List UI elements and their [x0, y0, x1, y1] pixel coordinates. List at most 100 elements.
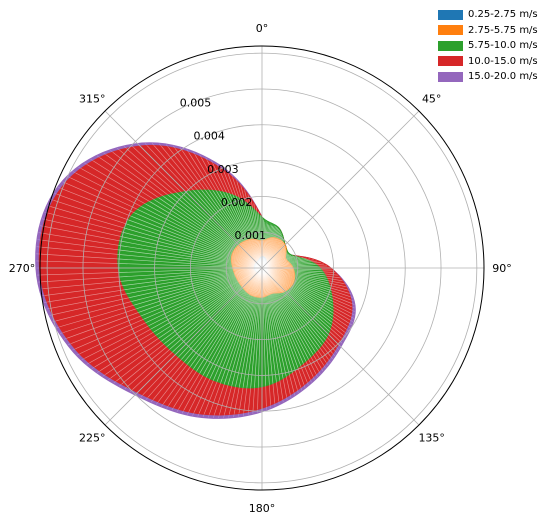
legend-swatch [438, 25, 463, 36]
series-ray [261, 223, 271, 269]
series-ray [214, 267, 263, 415]
series-ray [231, 260, 263, 269]
series-ray [232, 254, 263, 269]
series-ray [261, 267, 348, 335]
series-ray [261, 221, 269, 269]
series-ray [38, 232, 263, 269]
series-ray [261, 267, 274, 383]
series-ray [253, 239, 263, 269]
series-ray [261, 267, 284, 403]
series-ray [261, 255, 293, 269]
grid-spoke [104, 267, 263, 426]
series-ray [261, 249, 287, 269]
series-ray [261, 267, 270, 294]
series-ray [261, 251, 287, 269]
series-ray [163, 196, 263, 269]
series-ray [156, 267, 263, 336]
series-ray [207, 160, 263, 269]
series-ray [261, 252, 288, 269]
series-ray [120, 240, 263, 269]
series-ray [261, 267, 279, 293]
series-ray [232, 177, 263, 269]
series-ray [261, 220, 266, 269]
series-ray [171, 267, 263, 411]
series-ray [261, 267, 287, 376]
series-ray [45, 267, 263, 296]
series-ray [261, 267, 323, 273]
series-ray [234, 249, 263, 269]
series-ray [235, 179, 263, 269]
series-ray [187, 267, 263, 415]
series-ray [261, 248, 286, 269]
series-ray [261, 267, 294, 281]
series-ray [261, 225, 271, 269]
series-ray [261, 259, 306, 269]
radial-tick-label: 0.004 [193, 130, 225, 143]
series-ray [261, 267, 331, 329]
series-ray [248, 267, 263, 294]
series-ray [261, 232, 282, 269]
legend-label: 2.75-5.75 m/s [468, 24, 538, 36]
series-ray [261, 263, 325, 269]
series-ray [231, 259, 263, 269]
series-ray [257, 240, 263, 269]
series-ray [145, 267, 263, 400]
series-ray [261, 241, 284, 269]
series-ray [261, 267, 298, 390]
series-ray [261, 267, 290, 288]
series-ray [261, 267, 287, 397]
series-ray [261, 262, 321, 269]
series-ray [181, 192, 263, 269]
series-ray [197, 190, 263, 269]
series-ray [188, 152, 263, 269]
series-ray [261, 249, 287, 269]
series-ray [96, 155, 263, 269]
series-ray [127, 267, 263, 387]
series-ray [118, 249, 263, 269]
legend-label: 15.0-20.0 m/s [468, 71, 538, 83]
series-ray [75, 267, 263, 349]
series-ray [252, 267, 263, 296]
series-ray [232, 264, 263, 269]
series-ray [120, 267, 263, 278]
series-ray [261, 267, 333, 302]
series-ray [205, 190, 263, 269]
series-ray [219, 191, 263, 269]
series-ray [261, 267, 337, 348]
series-ray [244, 188, 263, 269]
series-ray [261, 267, 341, 279]
series-ray [261, 267, 284, 378]
series-ray [261, 267, 345, 333]
series-ray [261, 234, 283, 269]
series-ray [168, 267, 263, 406]
series-ray [244, 202, 263, 269]
series-ray [258, 267, 263, 297]
series-ray [261, 267, 292, 286]
series-ray [261, 267, 350, 297]
series-ray [261, 225, 276, 269]
series-ray [261, 260, 287, 269]
series-ray [78, 166, 263, 269]
series-ray [223, 267, 263, 418]
series-ray [261, 267, 283, 399]
series-ray [144, 143, 263, 269]
series-ray [261, 267, 332, 323]
series-ray [255, 265, 263, 269]
series-ray [261, 267, 270, 295]
angle-tick-label: 90° [492, 262, 512, 275]
series-ray [119, 245, 263, 269]
series-ray [261, 267, 335, 351]
series-ray [261, 232, 282, 269]
series-ray [168, 147, 263, 269]
series-ray [261, 267, 333, 354]
series-ray [261, 267, 265, 297]
series-ray [136, 267, 263, 309]
series-ray [261, 256, 286, 269]
series-ray [261, 262, 321, 269]
series-ray [261, 267, 273, 293]
series-ray [213, 267, 263, 380]
series-ray [261, 259, 314, 269]
series-ray [261, 237, 274, 269]
series-ray [186, 149, 263, 269]
series-ray [250, 198, 263, 269]
